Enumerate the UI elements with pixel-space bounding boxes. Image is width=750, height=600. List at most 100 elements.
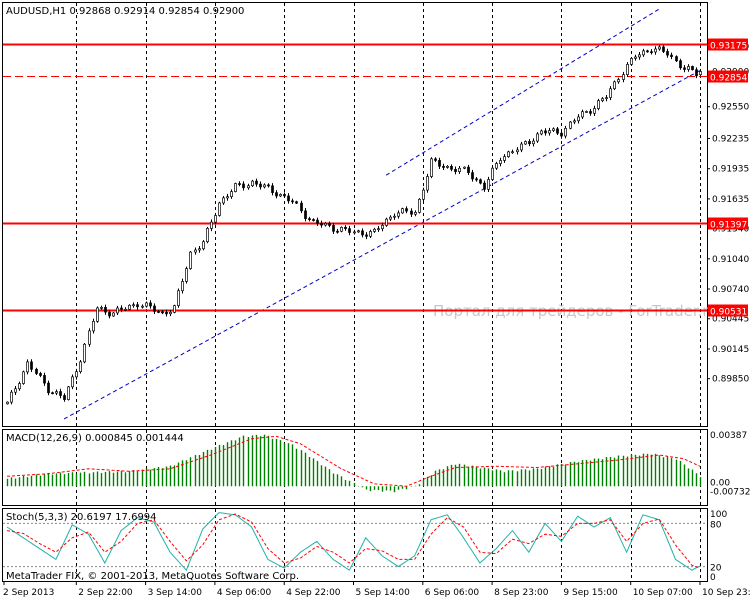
candle-body [670, 54, 673, 57]
candle-body [88, 330, 91, 345]
candle-body [454, 168, 457, 172]
channel-line-lower [63, 70, 701, 420]
level-label-box [708, 70, 748, 83]
candle-body [638, 54, 641, 58]
price-tick-label: 0.90145 [712, 345, 749, 355]
candle-body [177, 290, 180, 306]
price-tick-label: 0.91935 [712, 165, 749, 175]
candle-body [104, 307, 107, 313]
candle-body [528, 141, 531, 145]
candle-body [597, 100, 600, 109]
candle-body [353, 231, 356, 234]
candle-body [573, 120, 576, 123]
candle-body [234, 183, 237, 192]
candle-body [589, 111, 592, 114]
candle-body [214, 215, 217, 223]
time-tick-label: 5 Sep 14:00 [356, 588, 411, 598]
time-tick-label: 2 Sep 2013 [3, 588, 54, 598]
candle-body [446, 165, 449, 168]
candle-body [83, 343, 86, 363]
candle-body [418, 198, 421, 213]
macd-signal-line [6, 435, 701, 487]
candle-body [662, 46, 665, 52]
macd-indicator: 0.00387 0.00-0.00732 [6, 431, 750, 497]
candle-body [153, 305, 156, 312]
candle-body [483, 182, 486, 190]
candle-body [414, 212, 417, 215]
candle-body [613, 81, 616, 90]
candle-body [10, 391, 13, 403]
price-tick-label: 0.91340 [712, 225, 749, 235]
candle-body [79, 361, 82, 372]
stoch-header: Stoch(5,3,3) 20.6197 17.6994 [6, 512, 157, 523]
candle-body [312, 219, 315, 221]
candle-body [222, 197, 225, 204]
candle-body [263, 184, 266, 188]
candle-body [385, 218, 388, 226]
stoch-tick-label: 0 [710, 573, 716, 583]
price-tick-label: 0.92235 [712, 134, 749, 144]
candle-body [609, 88, 612, 98]
candle-body [552, 128, 555, 131]
stoch-tick-label: 100 [710, 510, 727, 520]
stoch-tick-label: 80 [710, 520, 722, 530]
candle-body [487, 179, 490, 190]
candle-body [96, 307, 99, 322]
candle-body [141, 305, 144, 308]
candle-body [340, 226, 343, 232]
candle-body [165, 311, 168, 315]
horizontal-levels[interactable] [3, 43, 707, 312]
candle-body [617, 79, 620, 83]
macd-header: MACD(12,26,9) 0.000845 0.001444 [6, 433, 184, 444]
price-tick-label: 0.89850 [712, 375, 749, 385]
price-tick-label: 0.92550 [712, 103, 749, 113]
candle-body [304, 210, 307, 220]
candle-body [687, 66, 690, 70]
candle-body [283, 194, 286, 197]
candle-body [120, 307, 123, 310]
candle-body [181, 281, 184, 292]
candle-body [442, 165, 445, 168]
candle-body [369, 231, 372, 237]
candle-body [401, 208, 404, 214]
candle-body [300, 202, 303, 212]
candle-body [332, 225, 335, 232]
candle-body [67, 386, 70, 400]
price-tick-label: 0.90740 [712, 285, 749, 295]
candle-body [63, 395, 66, 400]
macd-tick-label: 0.00 [710, 478, 730, 488]
candle-body [499, 160, 502, 164]
candle-body [247, 185, 250, 189]
candle-body [112, 312, 115, 317]
candle-body [185, 268, 188, 282]
time-tick-label: 6 Sep 06:00 [425, 588, 480, 598]
candle-body [218, 202, 221, 216]
candle-body [654, 48, 657, 53]
candle-body [295, 201, 298, 204]
price-tick-label: 0.91040 [712, 255, 749, 265]
macd-panel-frame [2, 429, 708, 506]
candle-body [630, 58, 633, 65]
time-tick-label: 10 Sep 07:00 [633, 588, 693, 598]
candle-body [438, 160, 441, 167]
candle-body [132, 304, 135, 307]
candle-body [434, 158, 437, 161]
candle-body [210, 221, 213, 229]
candle-body [377, 228, 380, 231]
candle-body [128, 304, 131, 310]
time-tick-label: 10 Sep 23:00 [702, 588, 750, 598]
candle-body [601, 98, 604, 101]
candle-body [511, 151, 514, 154]
candle-body [675, 56, 678, 62]
stoch-line-signal [6, 513, 701, 569]
candle-body [136, 304, 139, 308]
candle-body [328, 222, 331, 226]
macd-tick-label: 0.00387 [710, 431, 747, 441]
candle-body [540, 130, 543, 135]
candle-body [463, 166, 466, 169]
level-label-box [708, 38, 748, 51]
candle-body [520, 143, 523, 151]
candle-body [92, 321, 95, 332]
candle-body [593, 108, 596, 114]
